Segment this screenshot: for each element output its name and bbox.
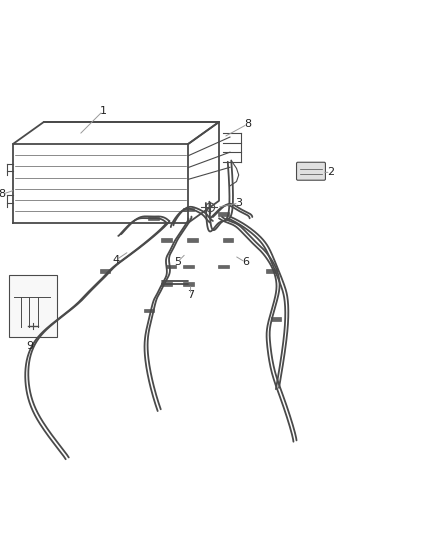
Bar xyxy=(218,212,229,216)
Bar xyxy=(166,265,176,268)
Bar xyxy=(187,238,198,242)
Text: 1: 1 xyxy=(99,106,106,116)
FancyBboxPatch shape xyxy=(297,162,325,180)
Bar xyxy=(183,265,194,268)
Bar xyxy=(161,282,172,286)
Text: 3: 3 xyxy=(235,198,242,208)
Bar xyxy=(144,309,154,312)
Bar xyxy=(183,282,194,286)
Text: 8: 8 xyxy=(0,189,6,199)
Text: 8: 8 xyxy=(244,119,251,129)
Bar xyxy=(183,208,194,211)
Text: 4: 4 xyxy=(113,255,120,265)
Bar xyxy=(9,275,57,336)
Bar xyxy=(218,265,229,268)
Text: 2: 2 xyxy=(327,167,334,177)
Text: 5: 5 xyxy=(174,257,181,267)
Bar xyxy=(100,269,110,273)
Bar xyxy=(161,238,172,242)
Bar xyxy=(148,216,159,220)
Text: 9: 9 xyxy=(26,341,33,351)
Text: 6: 6 xyxy=(242,257,249,267)
Bar xyxy=(223,238,233,242)
Text: 7: 7 xyxy=(187,290,194,300)
Bar xyxy=(271,317,281,321)
Bar xyxy=(266,269,277,273)
